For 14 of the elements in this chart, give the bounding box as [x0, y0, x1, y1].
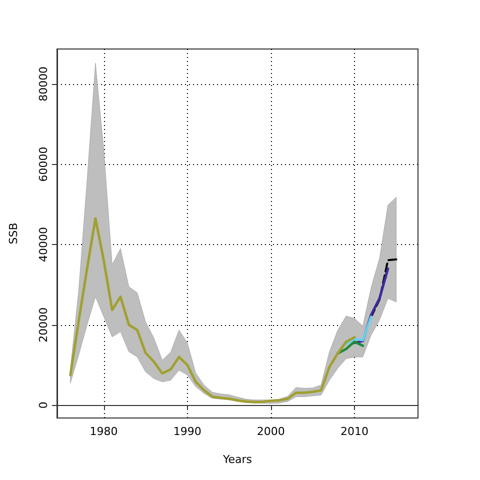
x-axis-title: Years [222, 453, 252, 466]
line-series [370, 258, 398, 318]
x-tick-label: 1990 [173, 425, 202, 438]
y-tick-label: 60000 [37, 146, 50, 182]
x-tick-label: 1980 [90, 425, 118, 438]
x-tick-label: 2010 [340, 425, 368, 438]
y-tick-label: 0 [37, 402, 50, 409]
y-tick-label: 80000 [37, 66, 50, 102]
y-tick-label: 20000 [37, 307, 50, 342]
x-tick-label: 2000 [256, 425, 285, 438]
y-tick-label: 40000 [37, 227, 50, 262]
y-axis-title: SSB [7, 222, 20, 244]
line-series [344, 316, 372, 346]
line-series [69, 217, 356, 404]
